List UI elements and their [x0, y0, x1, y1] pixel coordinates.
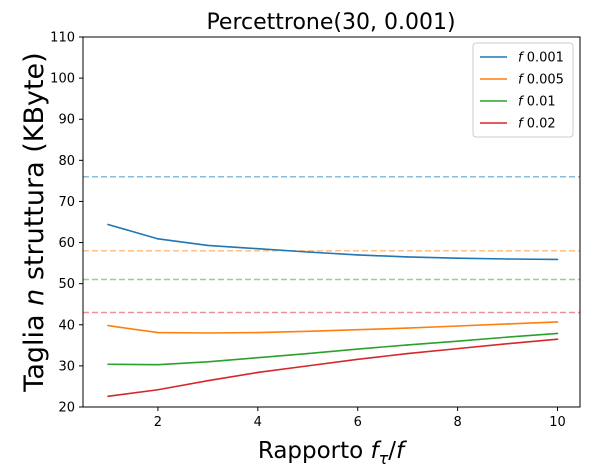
y-tick-label: 70 [58, 195, 75, 210]
data-point [556, 338, 559, 340]
x-tick-label: 10 [549, 415, 566, 430]
series-lines [107, 223, 559, 398]
legend: f 0.001 f 0.005 f 0.01 f 0.02 [472, 42, 574, 138]
series-line-3 [107, 338, 558, 398]
data-point [207, 244, 209, 247]
data-point [107, 363, 109, 366]
legend-label: f 0.02 [518, 117, 556, 132]
data-point [207, 379, 209, 382]
x-tick-label: 8 [453, 415, 461, 430]
data-point [506, 336, 509, 338]
series-line-1 [107, 321, 558, 334]
y-axis-label: Taglia n struttura (KByte) [19, 52, 50, 392]
data-point [107, 324, 109, 327]
data-point [556, 258, 559, 261]
y-tick-label: 80 [58, 154, 75, 169]
data-point [456, 347, 459, 350]
data-point [257, 331, 259, 334]
y-tick-label: 60 [58, 236, 75, 251]
y-tick-label: 90 [58, 113, 75, 128]
data-point [207, 332, 209, 334]
data-point [306, 352, 309, 355]
legend-label: f 0.005 [518, 73, 564, 88]
data-point [506, 323, 509, 325]
data-point [207, 360, 209, 363]
x-tick-label: 6 [354, 415, 362, 430]
data-point [157, 331, 159, 334]
y-tick-label: 50 [58, 277, 75, 292]
y-tick-label: 40 [58, 318, 75, 333]
legend-label: f 0.01 [518, 95, 556, 110]
data-point [456, 257, 459, 259]
data-point [406, 327, 409, 329]
data-point [157, 238, 159, 240]
data-point [356, 254, 359, 256]
data-point [107, 223, 109, 226]
legend-label: f 0.001 [518, 51, 564, 66]
y-tick-label: 20 [58, 401, 75, 416]
data-point [556, 332, 559, 335]
y-tick-label: 110 [50, 31, 75, 46]
chart-title: Percettrone(30, 0.001) [206, 10, 455, 35]
data-point [556, 321, 559, 323]
data-point [356, 328, 359, 331]
data-point [356, 358, 359, 361]
reference-lines [83, 176, 580, 314]
x-axis: 2 4 6 8 10 [154, 407, 566, 430]
x-axis-label: Rapporto fτ/f [258, 438, 407, 468]
y-axis: 20 30 40 50 60 70 80 90 100 110 [50, 31, 83, 416]
data-point [257, 356, 259, 359]
data-point [406, 352, 409, 355]
x-tick-label: 4 [254, 415, 262, 430]
series-line-2 [107, 332, 558, 366]
data-point [406, 344, 409, 346]
data-point [306, 251, 309, 253]
y-tick-label: 100 [50, 72, 75, 87]
data-point [257, 247, 259, 250]
data-point [107, 395, 109, 398]
y-tick-label: 30 [58, 359, 75, 374]
data-point [356, 348, 359, 350]
x-tick-label: 2 [154, 415, 162, 430]
data-point [406, 256, 409, 258]
data-point [306, 330, 309, 333]
data-point [157, 388, 159, 391]
data-point [257, 371, 259, 374]
legend-frame [472, 42, 574, 138]
data-point [506, 258, 509, 260]
data-point [456, 325, 459, 327]
plot-frame [82, 36, 581, 408]
data-point [456, 340, 459, 343]
data-point [157, 363, 159, 366]
data-point [306, 365, 309, 367]
data-point [506, 342, 509, 345]
series-line-0 [107, 223, 558, 261]
